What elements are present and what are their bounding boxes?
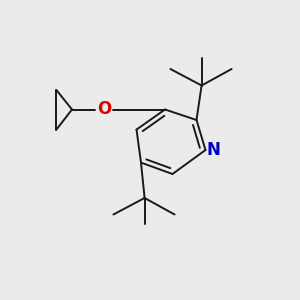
Text: N: N [206,141,220,159]
Text: O: O [97,100,112,118]
